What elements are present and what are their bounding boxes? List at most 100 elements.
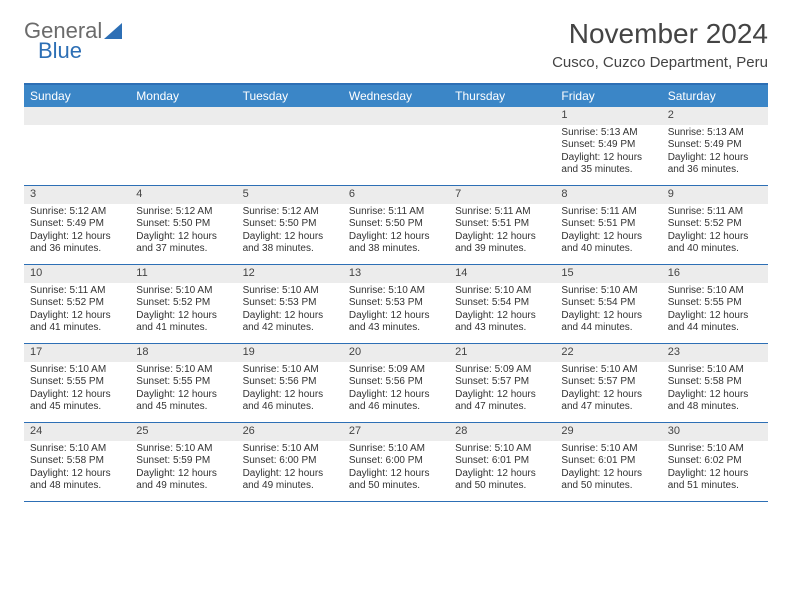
- day-body: Sunrise: 5:10 AMSunset: 5:55 PMDaylight:…: [24, 362, 130, 418]
- daylight-line: Daylight: 12 hours and 38 minutes.: [349, 231, 443, 256]
- day-number: 21: [449, 344, 555, 362]
- sunrise-line: Sunrise: 5:10 AM: [349, 285, 443, 298]
- day-number: 11: [130, 265, 236, 283]
- daylight-line: Daylight: 12 hours and 40 minutes.: [668, 231, 762, 256]
- daylight-line: Daylight: 12 hours and 40 minutes.: [561, 231, 655, 256]
- sunrise-line: Sunrise: 5:10 AM: [561, 443, 655, 456]
- daylight-line: Daylight: 12 hours and 42 minutes.: [243, 310, 337, 335]
- sunset-line: Sunset: 5:50 PM: [349, 218, 443, 231]
- calendar: SundayMondayTuesdayWednesdayThursdayFrid…: [24, 83, 768, 502]
- day-number: [237, 107, 343, 125]
- sunrise-line: Sunrise: 5:10 AM: [136, 364, 230, 377]
- daylight-line: Daylight: 12 hours and 44 minutes.: [561, 310, 655, 335]
- day-number: 5: [237, 186, 343, 204]
- day-body: Sunrise: 5:10 AMSunset: 5:56 PMDaylight:…: [237, 362, 343, 418]
- daylight-line: Daylight: 12 hours and 49 minutes.: [243, 468, 337, 493]
- daylight-line: Daylight: 12 hours and 45 minutes.: [136, 389, 230, 414]
- day-body: Sunrise: 5:13 AMSunset: 5:49 PMDaylight:…: [662, 125, 768, 181]
- day-number: 10: [24, 265, 130, 283]
- sunset-line: Sunset: 5:49 PM: [561, 139, 655, 152]
- day-body: Sunrise: 5:10 AMSunset: 5:52 PMDaylight:…: [130, 283, 236, 339]
- week-row: 1Sunrise: 5:13 AMSunset: 5:49 PMDaylight…: [24, 107, 768, 186]
- sunrise-line: Sunrise: 5:11 AM: [30, 285, 124, 298]
- sunrise-line: Sunrise: 5:13 AM: [668, 127, 762, 140]
- day-cell: 8Sunrise: 5:11 AMSunset: 5:51 PMDaylight…: [555, 186, 661, 264]
- day-cell: 14Sunrise: 5:10 AMSunset: 5:54 PMDayligh…: [449, 265, 555, 343]
- sunrise-line: Sunrise: 5:09 AM: [455, 364, 549, 377]
- sunset-line: Sunset: 5:58 PM: [668, 376, 762, 389]
- logo-triangle-icon: [104, 23, 122, 39]
- sunrise-line: Sunrise: 5:11 AM: [668, 206, 762, 219]
- sunset-line: Sunset: 6:02 PM: [668, 455, 762, 468]
- day-cell: 23Sunrise: 5:10 AMSunset: 5:58 PMDayligh…: [662, 344, 768, 422]
- day-cell: 9Sunrise: 5:11 AMSunset: 5:52 PMDaylight…: [662, 186, 768, 264]
- sunrise-line: Sunrise: 5:09 AM: [349, 364, 443, 377]
- day-cell: [449, 107, 555, 185]
- day-header-cell: Saturday: [662, 85, 768, 107]
- sunset-line: Sunset: 5:49 PM: [668, 139, 762, 152]
- sunrise-line: Sunrise: 5:10 AM: [243, 285, 337, 298]
- day-number: 4: [130, 186, 236, 204]
- sunrise-line: Sunrise: 5:11 AM: [349, 206, 443, 219]
- day-cell: 16Sunrise: 5:10 AMSunset: 5:55 PMDayligh…: [662, 265, 768, 343]
- daylight-line: Daylight: 12 hours and 50 minutes.: [455, 468, 549, 493]
- day-cell: 1Sunrise: 5:13 AMSunset: 5:49 PMDaylight…: [555, 107, 661, 185]
- day-cell: 18Sunrise: 5:10 AMSunset: 5:55 PMDayligh…: [130, 344, 236, 422]
- sunset-line: Sunset: 5:49 PM: [30, 218, 124, 231]
- day-number: 9: [662, 186, 768, 204]
- day-cell: 28Sunrise: 5:10 AMSunset: 6:01 PMDayligh…: [449, 423, 555, 501]
- day-body: Sunrise: 5:10 AMSunset: 5:55 PMDaylight:…: [662, 283, 768, 339]
- sunrise-line: Sunrise: 5:10 AM: [243, 443, 337, 456]
- sunset-line: Sunset: 5:54 PM: [561, 297, 655, 310]
- day-body: Sunrise: 5:09 AMSunset: 5:56 PMDaylight:…: [343, 362, 449, 418]
- day-body: Sunrise: 5:09 AMSunset: 5:57 PMDaylight:…: [449, 362, 555, 418]
- daylight-line: Daylight: 12 hours and 49 minutes.: [136, 468, 230, 493]
- day-body: Sunrise: 5:11 AMSunset: 5:51 PMDaylight:…: [555, 204, 661, 260]
- day-header-cell: Wednesday: [343, 85, 449, 107]
- sunset-line: Sunset: 5:57 PM: [561, 376, 655, 389]
- daylight-line: Daylight: 12 hours and 38 minutes.: [243, 231, 337, 256]
- day-number: 7: [449, 186, 555, 204]
- day-body: Sunrise: 5:10 AMSunset: 6:00 PMDaylight:…: [237, 441, 343, 497]
- daylight-line: Daylight: 12 hours and 51 minutes.: [668, 468, 762, 493]
- day-header-cell: Friday: [555, 85, 661, 107]
- day-body: Sunrise: 5:12 AMSunset: 5:50 PMDaylight:…: [130, 204, 236, 260]
- logo-text-2: Blue: [38, 38, 82, 64]
- day-cell: 29Sunrise: 5:10 AMSunset: 6:01 PMDayligh…: [555, 423, 661, 501]
- day-body: Sunrise: 5:10 AMSunset: 5:55 PMDaylight:…: [130, 362, 236, 418]
- location: Cusco, Cuzco Department, Peru: [552, 54, 768, 71]
- day-header-cell: Monday: [130, 85, 236, 107]
- day-number: [449, 107, 555, 125]
- day-cell: 15Sunrise: 5:10 AMSunset: 5:54 PMDayligh…: [555, 265, 661, 343]
- daylight-line: Daylight: 12 hours and 36 minutes.: [30, 231, 124, 256]
- day-header-cell: Tuesday: [237, 85, 343, 107]
- day-cell: 12Sunrise: 5:10 AMSunset: 5:53 PMDayligh…: [237, 265, 343, 343]
- day-cell: 21Sunrise: 5:09 AMSunset: 5:57 PMDayligh…: [449, 344, 555, 422]
- sunset-line: Sunset: 6:01 PM: [561, 455, 655, 468]
- sunrise-line: Sunrise: 5:10 AM: [349, 443, 443, 456]
- day-number: 12: [237, 265, 343, 283]
- week-row: 17Sunrise: 5:10 AMSunset: 5:55 PMDayligh…: [24, 344, 768, 423]
- sunrise-line: Sunrise: 5:10 AM: [561, 285, 655, 298]
- sunset-line: Sunset: 6:00 PM: [349, 455, 443, 468]
- daylight-line: Daylight: 12 hours and 44 minutes.: [668, 310, 762, 335]
- sunrise-line: Sunrise: 5:11 AM: [455, 206, 549, 219]
- day-number: 20: [343, 344, 449, 362]
- sunset-line: Sunset: 5:55 PM: [30, 376, 124, 389]
- day-number: 19: [237, 344, 343, 362]
- day-number: 28: [449, 423, 555, 441]
- day-number: 25: [130, 423, 236, 441]
- day-header-cell: Sunday: [24, 85, 130, 107]
- daylight-line: Daylight: 12 hours and 50 minutes.: [561, 468, 655, 493]
- sunrise-line: Sunrise: 5:10 AM: [668, 364, 762, 377]
- sunrise-line: Sunrise: 5:10 AM: [243, 364, 337, 377]
- day-number: 24: [24, 423, 130, 441]
- sunrise-line: Sunrise: 5:12 AM: [243, 206, 337, 219]
- sunrise-line: Sunrise: 5:10 AM: [455, 443, 549, 456]
- day-body: Sunrise: 5:10 AMSunset: 5:54 PMDaylight:…: [555, 283, 661, 339]
- day-number: 14: [449, 265, 555, 283]
- day-body: Sunrise: 5:12 AMSunset: 5:50 PMDaylight:…: [237, 204, 343, 260]
- day-number: [24, 107, 130, 125]
- day-cell: 24Sunrise: 5:10 AMSunset: 5:58 PMDayligh…: [24, 423, 130, 501]
- day-number: 22: [555, 344, 661, 362]
